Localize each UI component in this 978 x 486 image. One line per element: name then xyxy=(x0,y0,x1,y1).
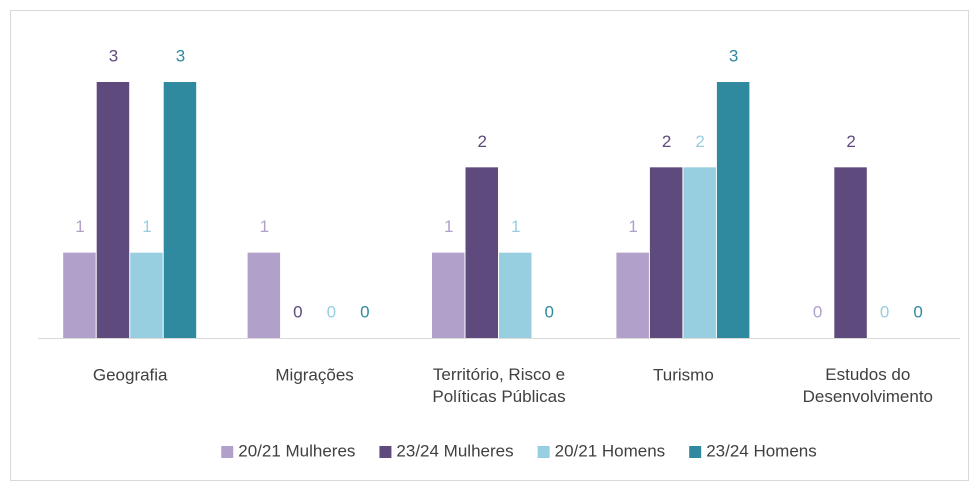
data-label: 3 xyxy=(729,46,738,65)
legend-label: 20/21 Mulheres xyxy=(238,441,355,460)
data-label: 0 xyxy=(545,302,554,321)
bar xyxy=(616,252,649,338)
bar xyxy=(63,252,96,338)
data-label: 0 xyxy=(360,302,369,321)
data-label: 3 xyxy=(109,46,118,65)
data-label: 1 xyxy=(75,217,84,236)
data-label: 1 xyxy=(260,217,269,236)
legend-swatch xyxy=(537,446,550,458)
legend-item: 20/21 Homens xyxy=(537,441,666,460)
bar xyxy=(130,252,163,338)
legend-label: 23/24 Homens xyxy=(706,441,817,460)
bar xyxy=(432,252,465,338)
legend-item: 23/24 Mulheres xyxy=(379,441,514,460)
data-label: 3 xyxy=(176,46,185,65)
data-label: 2 xyxy=(662,132,671,151)
bar xyxy=(96,82,130,338)
data-label: 0 xyxy=(327,302,336,321)
data-label: 2 xyxy=(695,132,704,151)
legend-swatch xyxy=(379,446,392,458)
data-label: 1 xyxy=(511,217,520,236)
bar xyxy=(649,167,683,338)
data-label: 2 xyxy=(846,132,855,151)
data-label: 2 xyxy=(478,132,487,151)
legend-swatch xyxy=(221,446,234,458)
bar xyxy=(163,82,197,338)
x-tick-label: Migrações xyxy=(275,365,353,384)
legend-label: 23/24 Mulheres xyxy=(396,441,513,460)
data-label: 0 xyxy=(913,302,922,321)
data-label: 1 xyxy=(444,217,453,236)
data-label: 0 xyxy=(293,302,302,321)
legend-item: 23/24 Homens xyxy=(689,441,817,460)
bar xyxy=(465,167,498,338)
x-tick-label: Estudos do Desenvolvimento xyxy=(803,365,933,406)
data-label: 1 xyxy=(142,217,151,236)
x-tick-label: Geografia xyxy=(93,365,168,384)
legend-item: 20/21 Mulheres xyxy=(221,441,355,460)
legend-swatch xyxy=(689,446,702,458)
bar xyxy=(499,252,532,338)
bar xyxy=(716,82,750,338)
x-tick-label: Território, Risco e Políticas Públicas xyxy=(432,365,565,406)
data-label: 0 xyxy=(880,302,889,321)
bar xyxy=(834,167,867,338)
x-tick-label: Turismo xyxy=(653,365,714,384)
bar xyxy=(683,167,716,338)
legend-label: 20/21 Homens xyxy=(555,441,666,460)
data-label: 0 xyxy=(813,302,822,321)
bar xyxy=(247,252,281,338)
data-label: 1 xyxy=(628,217,637,236)
